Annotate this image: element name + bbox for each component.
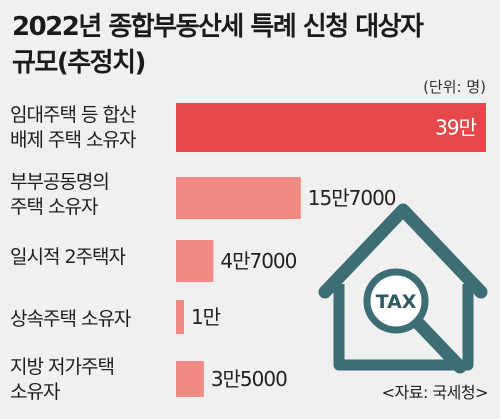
value-label: 3만5000 xyxy=(211,367,287,391)
bar xyxy=(176,361,204,397)
category-label: 부부공동명의 주택 소유자 xyxy=(10,171,110,218)
value-label: 4만7000 xyxy=(220,249,296,273)
source-label: <자료: 국세청> xyxy=(381,383,489,402)
value-label: 15만7000 xyxy=(308,186,396,210)
bar xyxy=(176,240,214,282)
value-label: 39만 xyxy=(435,116,476,140)
category-label: 상속주택 소유자 xyxy=(10,308,131,330)
tax-magnifier-icon: TAX xyxy=(363,268,467,374)
bar xyxy=(176,103,486,152)
chart-title-line-2: 규모(추정치) xyxy=(12,48,146,78)
bars-group: 39만 15만7000 4만7000 1만 3만5000 xyxy=(176,103,486,397)
category-label: 지방 저가주택 소유자 xyxy=(10,356,115,403)
unit-label: (단위: 명) xyxy=(423,78,486,96)
value-label: 1만 xyxy=(191,305,221,329)
tax-label: TAX xyxy=(376,291,417,313)
bar xyxy=(176,177,301,219)
category-label: 임대주택 등 합산 배제 주택 소유자 xyxy=(10,104,136,151)
chart-title-line-1: 2022년 종합부동산세 특례 신청 대상자 xyxy=(12,12,424,42)
category-label: 일시적 2주택자 xyxy=(10,246,126,268)
bar xyxy=(176,300,184,334)
